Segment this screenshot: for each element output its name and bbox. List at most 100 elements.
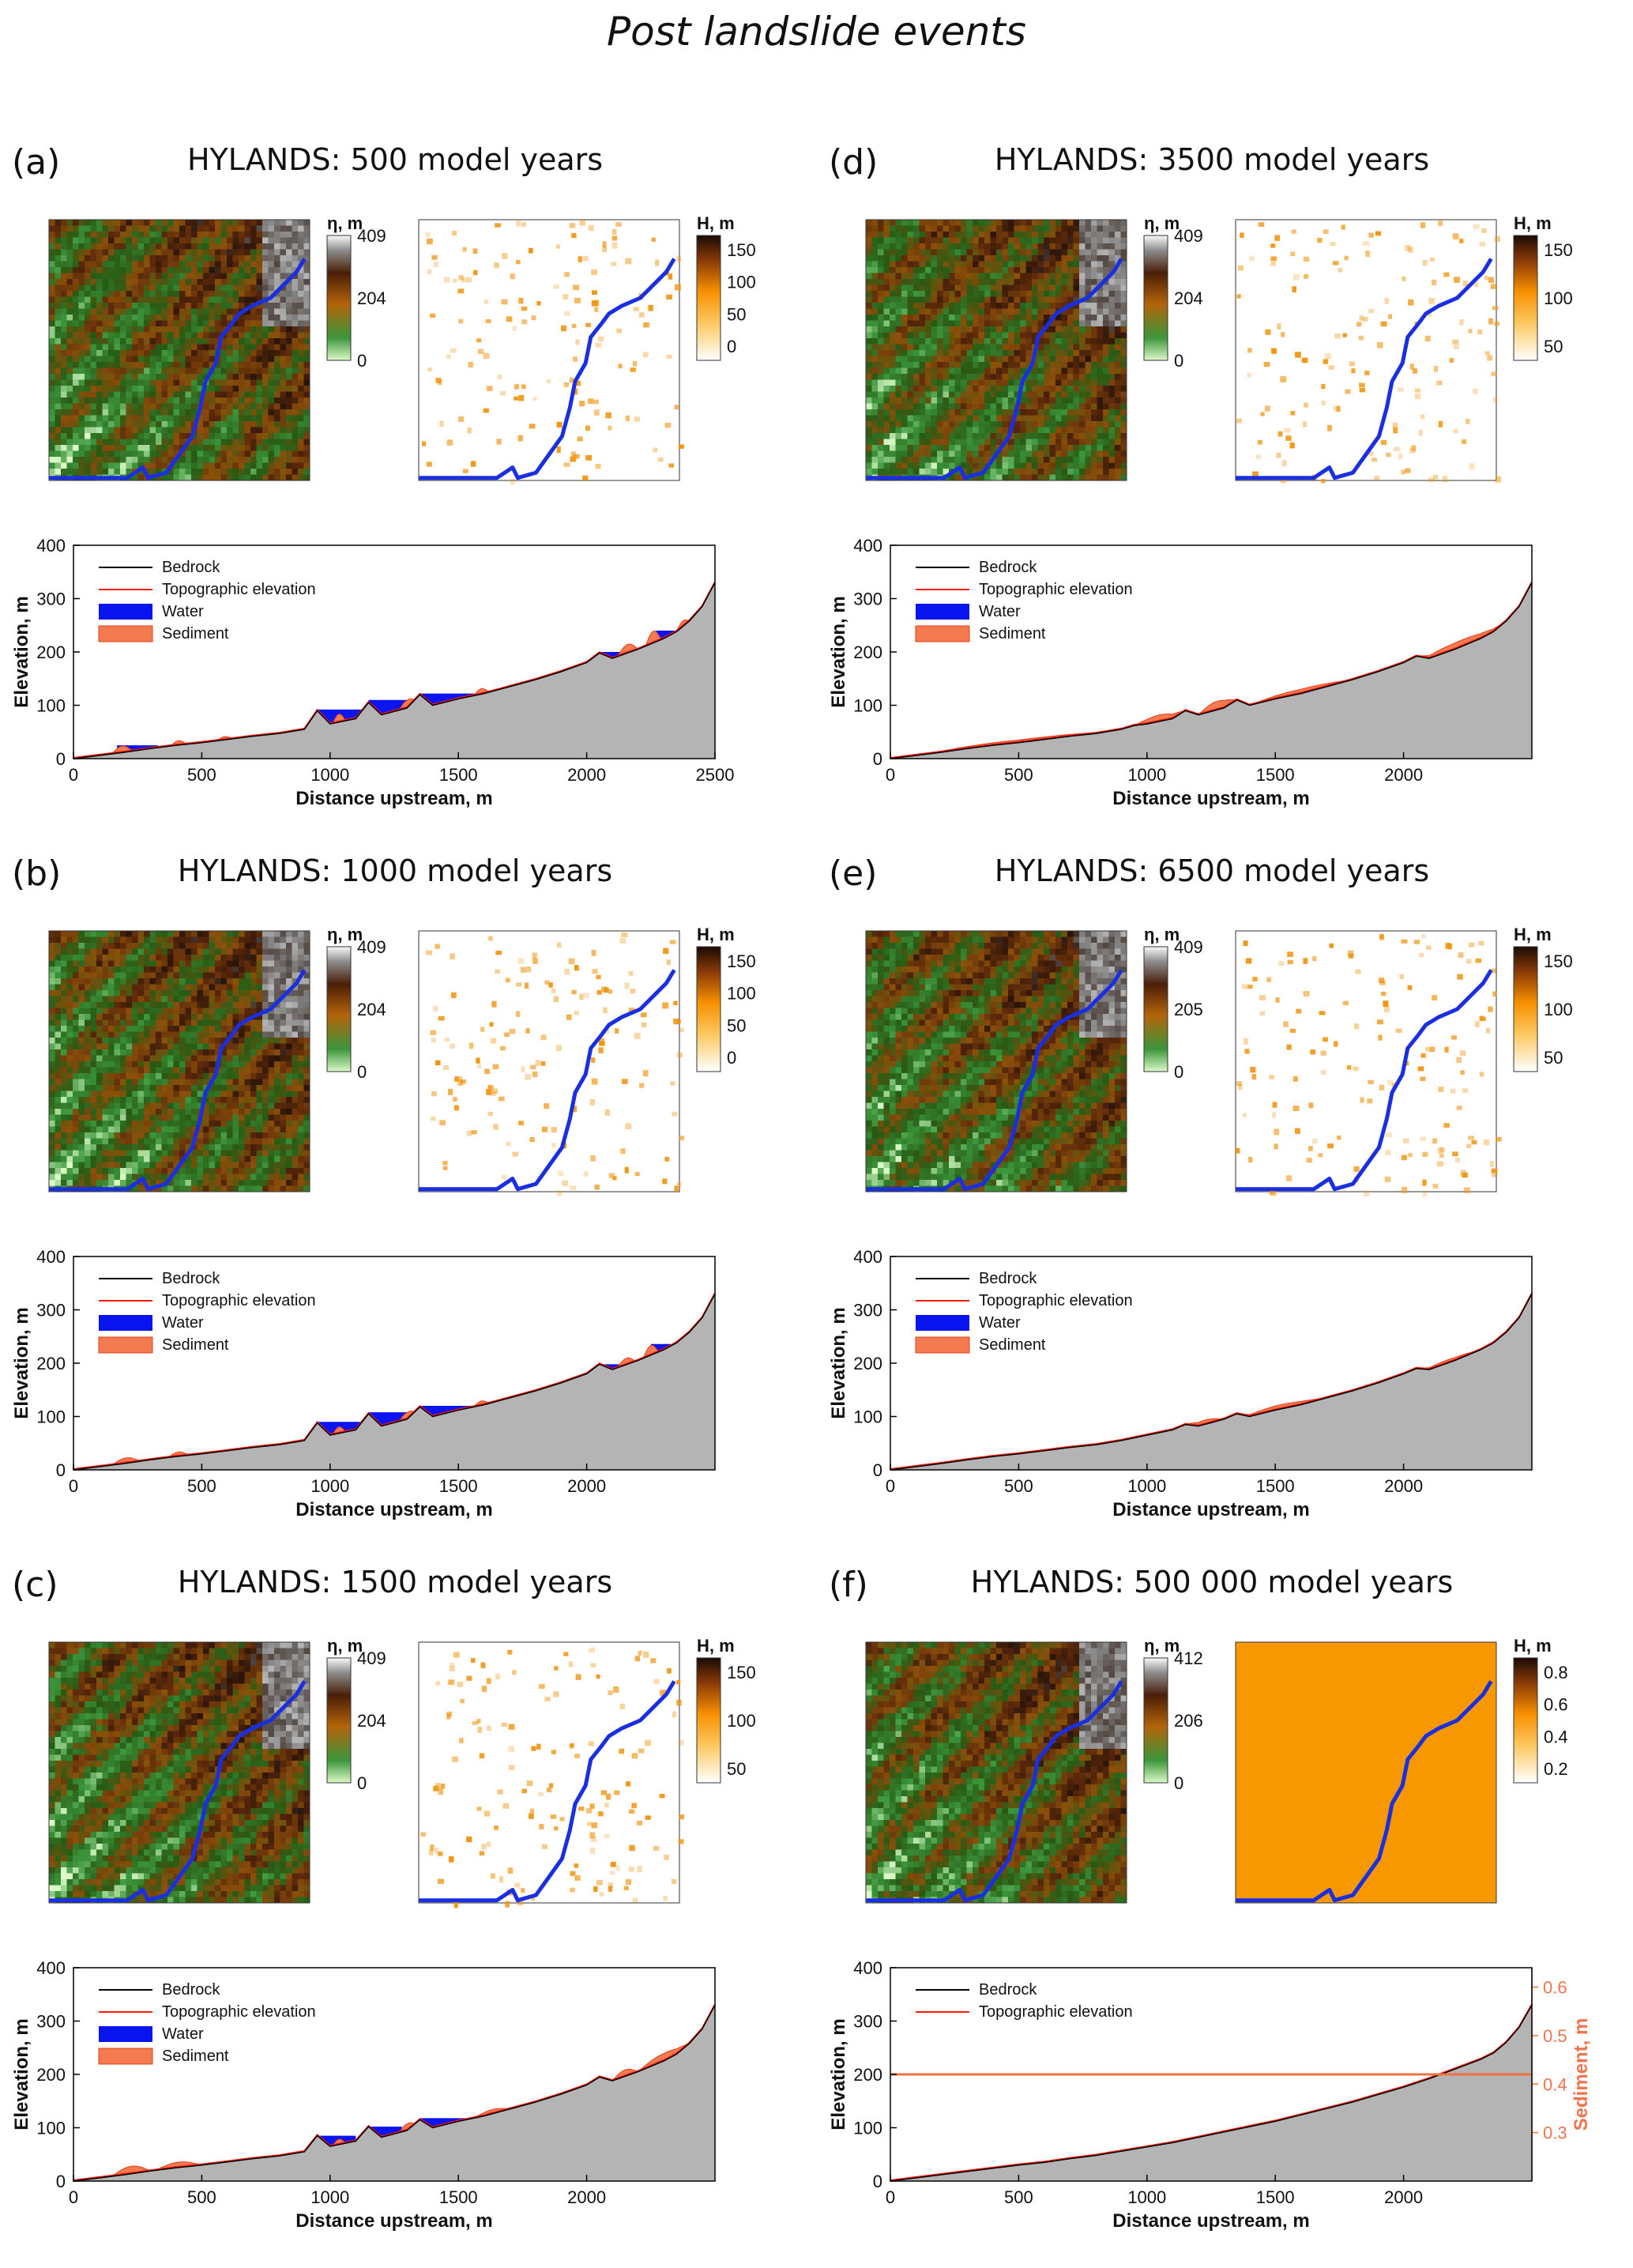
dem-cell [126,937,133,944]
dem-cell [49,457,55,463]
dem-cell [298,362,304,368]
dem-cell [162,1174,168,1181]
dem-cell [120,1678,126,1684]
dem-cell [274,404,280,410]
dem-cell [167,232,174,238]
dem-cell [280,338,287,345]
dem-cell [215,985,221,991]
dem-cell [96,1684,103,1690]
dem-cell [262,338,269,345]
dem-cell [174,1068,180,1074]
dem-cell [215,386,221,392]
dem-cell [227,1678,233,1684]
dem-cell [156,404,162,410]
dem-cell [215,463,221,469]
dem-cell [108,1026,115,1032]
dem-cell [286,421,292,428]
dem-cell [186,1127,192,1133]
dem-cell [120,397,126,404]
dem-cell [120,1032,126,1038]
dem-cell [174,937,180,944]
dem-cell [280,1079,287,1086]
dem-cell [209,250,216,256]
dem-cell [174,1666,180,1672]
dem-cell [61,1708,67,1714]
dem-cell [269,333,275,339]
dem-cell [67,421,73,428]
dem-cell [108,232,115,238]
dem-cell [67,333,73,339]
dem-cell [103,1720,109,1726]
dem-cell [280,243,287,250]
dem-cell [269,966,275,973]
dem-cell [262,985,269,991]
dem-cell [280,1049,287,1056]
dem-cell [239,463,245,469]
dem-cell [298,368,304,375]
dem-cell [144,297,150,303]
soil-cell [491,1001,496,1008]
dem-cell [298,1014,304,1020]
dem-cell [174,1132,180,1139]
dem-cell [85,1151,91,1157]
dem-cell [115,262,121,268]
dem-cell [221,226,228,232]
dem-cell [67,1103,73,1110]
dem-cell [186,374,192,380]
dem-cell [115,1121,121,1127]
dem-cell [233,273,239,280]
dem-cell [91,350,97,356]
dem-cell [198,220,204,226]
dem-cell [250,1162,257,1169]
dem-cell [262,416,269,422]
dem-cell [138,1654,145,1660]
dem-cell [120,1725,126,1731]
dem-cell [245,1097,251,1103]
dem-cell [120,345,126,351]
elevation-colorbar-tick: 409 [357,226,386,246]
dem-cell [91,1020,97,1027]
dem-cell [304,985,310,991]
dem-cell [274,409,280,416]
dem-cell [132,1127,138,1133]
dem-cell [103,1139,109,1145]
dem-cell [215,451,221,458]
dem-cell [144,285,150,292]
dem-cell [233,1056,239,1062]
dem-cell [191,978,198,985]
dem-cell [274,1109,280,1115]
dem-cell [91,1713,97,1720]
dem-cell [73,1660,79,1667]
dem-cell [103,1127,109,1133]
dem-cell [198,1032,204,1038]
dem-cell [245,232,251,238]
dem-cell [55,990,62,996]
dem-cell [55,1103,62,1110]
dem-cell [198,990,204,996]
dem-cell [233,1708,239,1714]
dem-cell [67,1162,73,1169]
dem-cell [250,262,257,268]
soil-cell [594,409,600,416]
dem-cell [61,238,67,244]
dem-cell [144,1014,150,1020]
soil-cell [551,1127,557,1132]
dem-cell [274,267,280,273]
dem-cell [245,1115,251,1121]
dem-cell [55,1026,62,1032]
dem-cell [274,1127,280,1133]
dem-cell [186,1186,192,1192]
dem-cell [174,1139,180,1145]
soil-cell [574,965,579,970]
dem-cell [239,451,245,458]
dem-cell [103,1068,109,1074]
dem-cell [245,1044,251,1050]
dem-cell [96,978,103,985]
dem-cell [186,949,192,955]
dem-cell [174,1151,180,1157]
dem-cell [203,1121,209,1127]
dem-cell [203,350,209,356]
dem-cell [85,469,91,475]
dem-cell [191,226,198,232]
dem-cell [132,250,138,256]
